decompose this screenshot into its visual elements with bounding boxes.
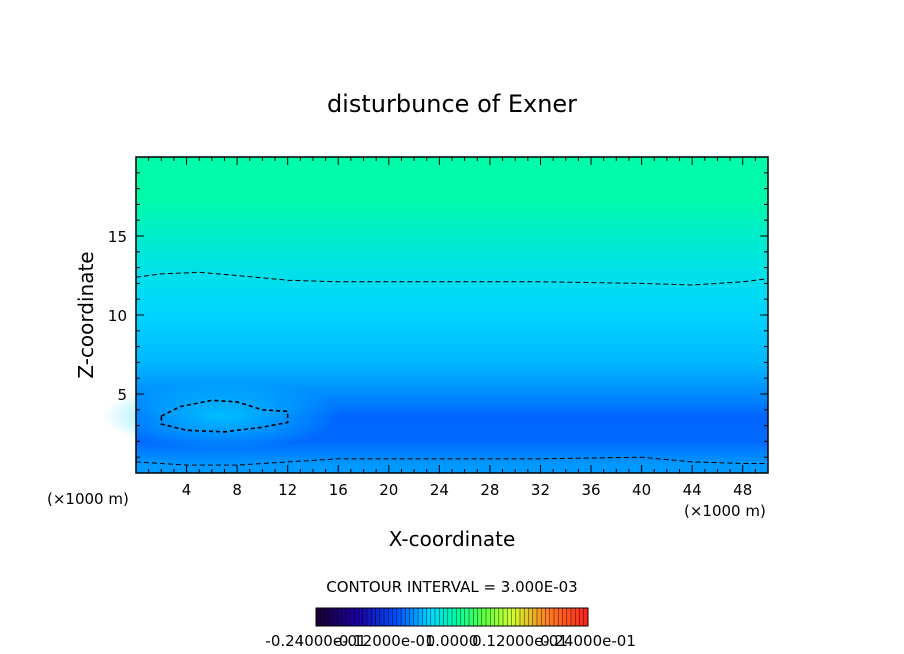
x-unit-label: (×1000 m) xyxy=(684,502,766,520)
contour-lines xyxy=(135,271,769,466)
x-tick-label: 48 xyxy=(733,481,752,499)
y-axis-label: Z-coordinate xyxy=(74,251,98,378)
x-tick-label: 8 xyxy=(232,481,242,499)
x-tick-label: 32 xyxy=(531,481,550,499)
x-axis-ticks: 4 8 12 16 20 24 28 32 36 40 44 48 xyxy=(148,157,756,499)
x-tick-label: 36 xyxy=(581,481,600,499)
colorbar-labels: -0.24000e-01-0.12000e-010.00000.12000e-0… xyxy=(265,632,635,650)
contour-lower xyxy=(135,456,768,466)
x-axis-label: X-coordinate xyxy=(389,527,516,551)
contour-minimum-closed xyxy=(160,399,289,433)
x-tick-label: 12 xyxy=(278,481,297,499)
x-tick-label: 28 xyxy=(480,481,499,499)
y-tick-label: 10 xyxy=(108,307,127,325)
colorbar-label: -0.12000e-01 xyxy=(333,632,434,650)
colorbar-ticks xyxy=(319,608,585,626)
y-tick-label: 5 xyxy=(117,386,127,404)
x-tick-label: 20 xyxy=(379,481,398,499)
y-axis-ticks: 5 10 15 xyxy=(108,172,768,458)
y-unit-label: (×1000 m) xyxy=(47,490,129,508)
x-tick-label: 40 xyxy=(632,481,651,499)
x-tick-label: 24 xyxy=(430,481,449,499)
colorbar-label: -0.24000e-01 xyxy=(265,632,366,650)
colorbar-label: 0.12000e-01 xyxy=(472,632,568,650)
contour-upper xyxy=(135,271,769,286)
x-tick-label: 44 xyxy=(683,481,702,499)
x-tick-label: 16 xyxy=(329,481,348,499)
colorbar-label: 0.24000e-01 xyxy=(540,632,636,650)
x-tick-label: 4 xyxy=(182,481,192,499)
colorbar-label: 0.0000 xyxy=(426,632,479,650)
contour-interval-note: CONTOUR INTERVAL = 3.000E-03 xyxy=(326,578,577,596)
field-minimum-region xyxy=(102,382,342,450)
chart-title: disturbunce of Exner xyxy=(327,90,577,118)
y-tick-label: 15 xyxy=(108,228,127,246)
